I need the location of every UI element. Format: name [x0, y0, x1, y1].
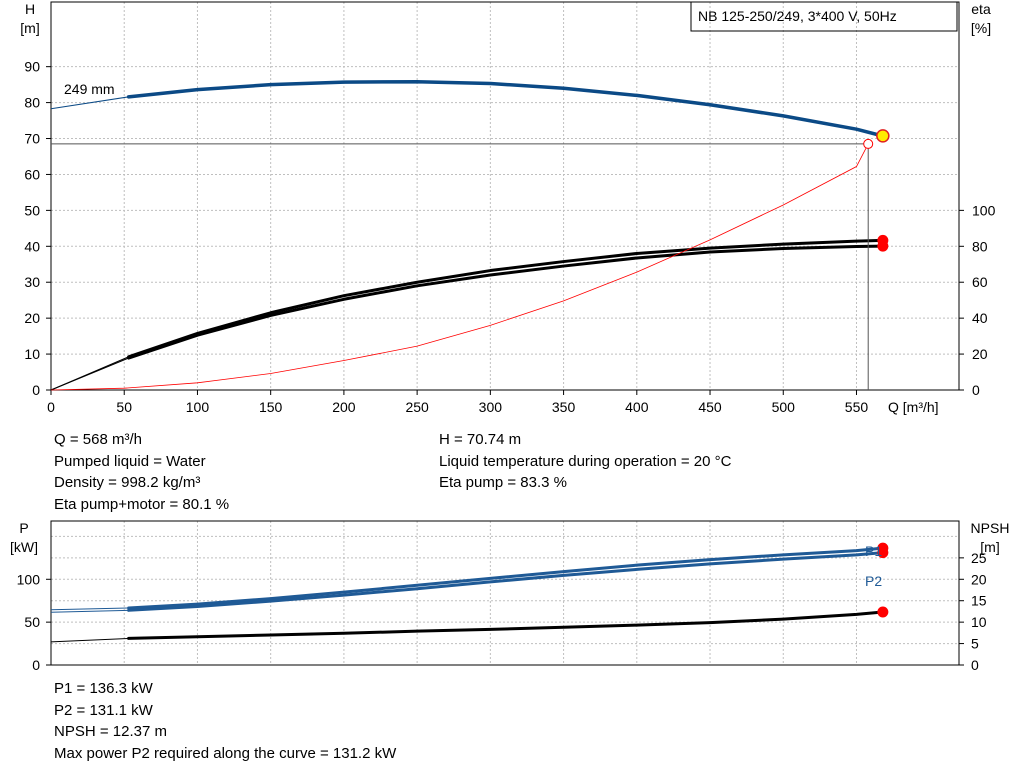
eta-pump-curve [127, 238, 885, 359]
y-tick-label: 100 [17, 571, 41, 587]
operating-point-head-marker [876, 129, 890, 143]
head-curve [126, 80, 885, 138]
x-tick-label: 400 [625, 399, 649, 415]
y-tick-label: 70 [24, 131, 40, 147]
y-tick-label: 80 [24, 95, 40, 111]
npsh-curve [127, 610, 885, 640]
x-tick-label: 200 [332, 399, 356, 415]
npsh-value: NPSH = 12.37 m [54, 723, 167, 740]
y-tick-label: 40 [24, 238, 40, 254]
operating-point-power-marker [877, 547, 889, 559]
operating-point-npsh-marker [877, 606, 889, 618]
y-tick-label: 90 [24, 59, 40, 75]
x-tick-label: 350 [552, 399, 576, 415]
p2-curve-extension [50, 609, 129, 613]
x-tick-label: 450 [698, 399, 722, 415]
eta-total-curve [127, 244, 885, 360]
x-tick-label: 300 [479, 399, 503, 415]
y2-tick-label: 0 [971, 657, 979, 673]
x-axis-label: Q [m³/h] [888, 399, 939, 415]
flow-value: Q = 568 m³/h [54, 431, 142, 448]
y2-tick-label: 20 [971, 571, 987, 587]
npsh-curve-extension [50, 637, 129, 643]
y2-axis-label: eta [971, 1, 991, 17]
p1-curve-extension [50, 607, 129, 611]
pumped-liquid-value: Pumped liquid = Water [54, 452, 206, 470]
p1-curve [127, 546, 885, 610]
npsh-y-axis-label: NPSH [971, 520, 1010, 536]
y-tick-label: 50 [24, 202, 40, 218]
operating-info-right: H = 70.74 m Liquid temperature during op… [439, 429, 731, 494]
x-tick-label: 500 [772, 399, 796, 415]
x-tick-label: 550 [845, 399, 869, 415]
y-axis-label: H [25, 1, 35, 17]
pump-title-box [690, 1, 958, 32]
head-value: H = 70.74 m [439, 431, 522, 448]
y-tick-label: 0 [32, 657, 40, 673]
operating-point-eta-marker [877, 240, 889, 252]
y2-tick-label: 15 [971, 593, 987, 609]
duty-point-marker [863, 138, 874, 149]
y2-axis-label: [%] [971, 20, 991, 36]
y2-tick-label: 60 [972, 274, 988, 290]
y-tick-label: 60 [24, 166, 40, 182]
operating-info-left: Q = 568 m³/h Pumped liquid = Water Densi… [54, 429, 229, 515]
y2-tick-label: 10 [971, 614, 987, 630]
y-tick-label: 10 [24, 346, 40, 362]
y-tick-label: 50 [24, 614, 40, 630]
y2-tick-label: 5 [971, 636, 979, 652]
npsh-y-axis-label: [m] [980, 539, 999, 555]
eta-total-curve-extension [50, 357, 129, 391]
y2-tick-label: 80 [972, 238, 988, 254]
power-info: P1 = 136.3 kW P2 = 131.1 kW NPSH = 12.37… [54, 678, 396, 764]
p1-value: P1 = 136.3 kW [54, 680, 153, 697]
power-plot-frame [50, 520, 960, 666]
pump-title: NB 125-250/249, 3*400 V, 50Hz [698, 8, 897, 24]
x-tick-label: 150 [259, 399, 283, 415]
y-axis-label: [m] [20, 20, 39, 36]
y-tick-label: 0 [32, 382, 40, 398]
p2-value: P2 = 131.1 kW [54, 701, 153, 719]
y-tick-label: 30 [24, 274, 40, 290]
p2-series-label: P2 [865, 573, 882, 589]
eta-pump-value: Eta pump = 83.3 % [439, 474, 567, 491]
x-tick-label: 100 [186, 399, 210, 415]
x-tick-label: 250 [405, 399, 429, 415]
power-y-axis-label: [kW] [10, 539, 38, 555]
max-power-value: Max power P2 required along the curve = … [54, 744, 397, 762]
density-value: Density = 998.2 kg/m³ [54, 474, 201, 491]
system-curve [50, 143, 869, 391]
x-tick-label: 50 [116, 399, 132, 415]
p2-curve [127, 551, 885, 612]
y2-tick-label: 25 [971, 550, 987, 566]
eta-pump-motor-value: Eta pump+motor = 80.1 % [54, 495, 230, 513]
main-plot-frame [50, 1, 960, 391]
y-tick-label: 20 [24, 310, 40, 326]
head-curve-extension [50, 96, 129, 110]
y2-tick-label: 40 [972, 310, 988, 326]
y2-tick-label: 100 [972, 202, 996, 218]
y2-tick-label: 20 [972, 346, 988, 362]
impeller-diameter-label: 249 mm [64, 81, 115, 97]
p1-series-label: P1 [865, 543, 882, 559]
liquid-temperature-value: Liquid temperature during operation = 20… [439, 452, 732, 470]
y2-tick-label: 0 [972, 382, 980, 398]
power-y-axis-label: P [19, 520, 28, 536]
x-tick-label: 0 [47, 399, 55, 415]
